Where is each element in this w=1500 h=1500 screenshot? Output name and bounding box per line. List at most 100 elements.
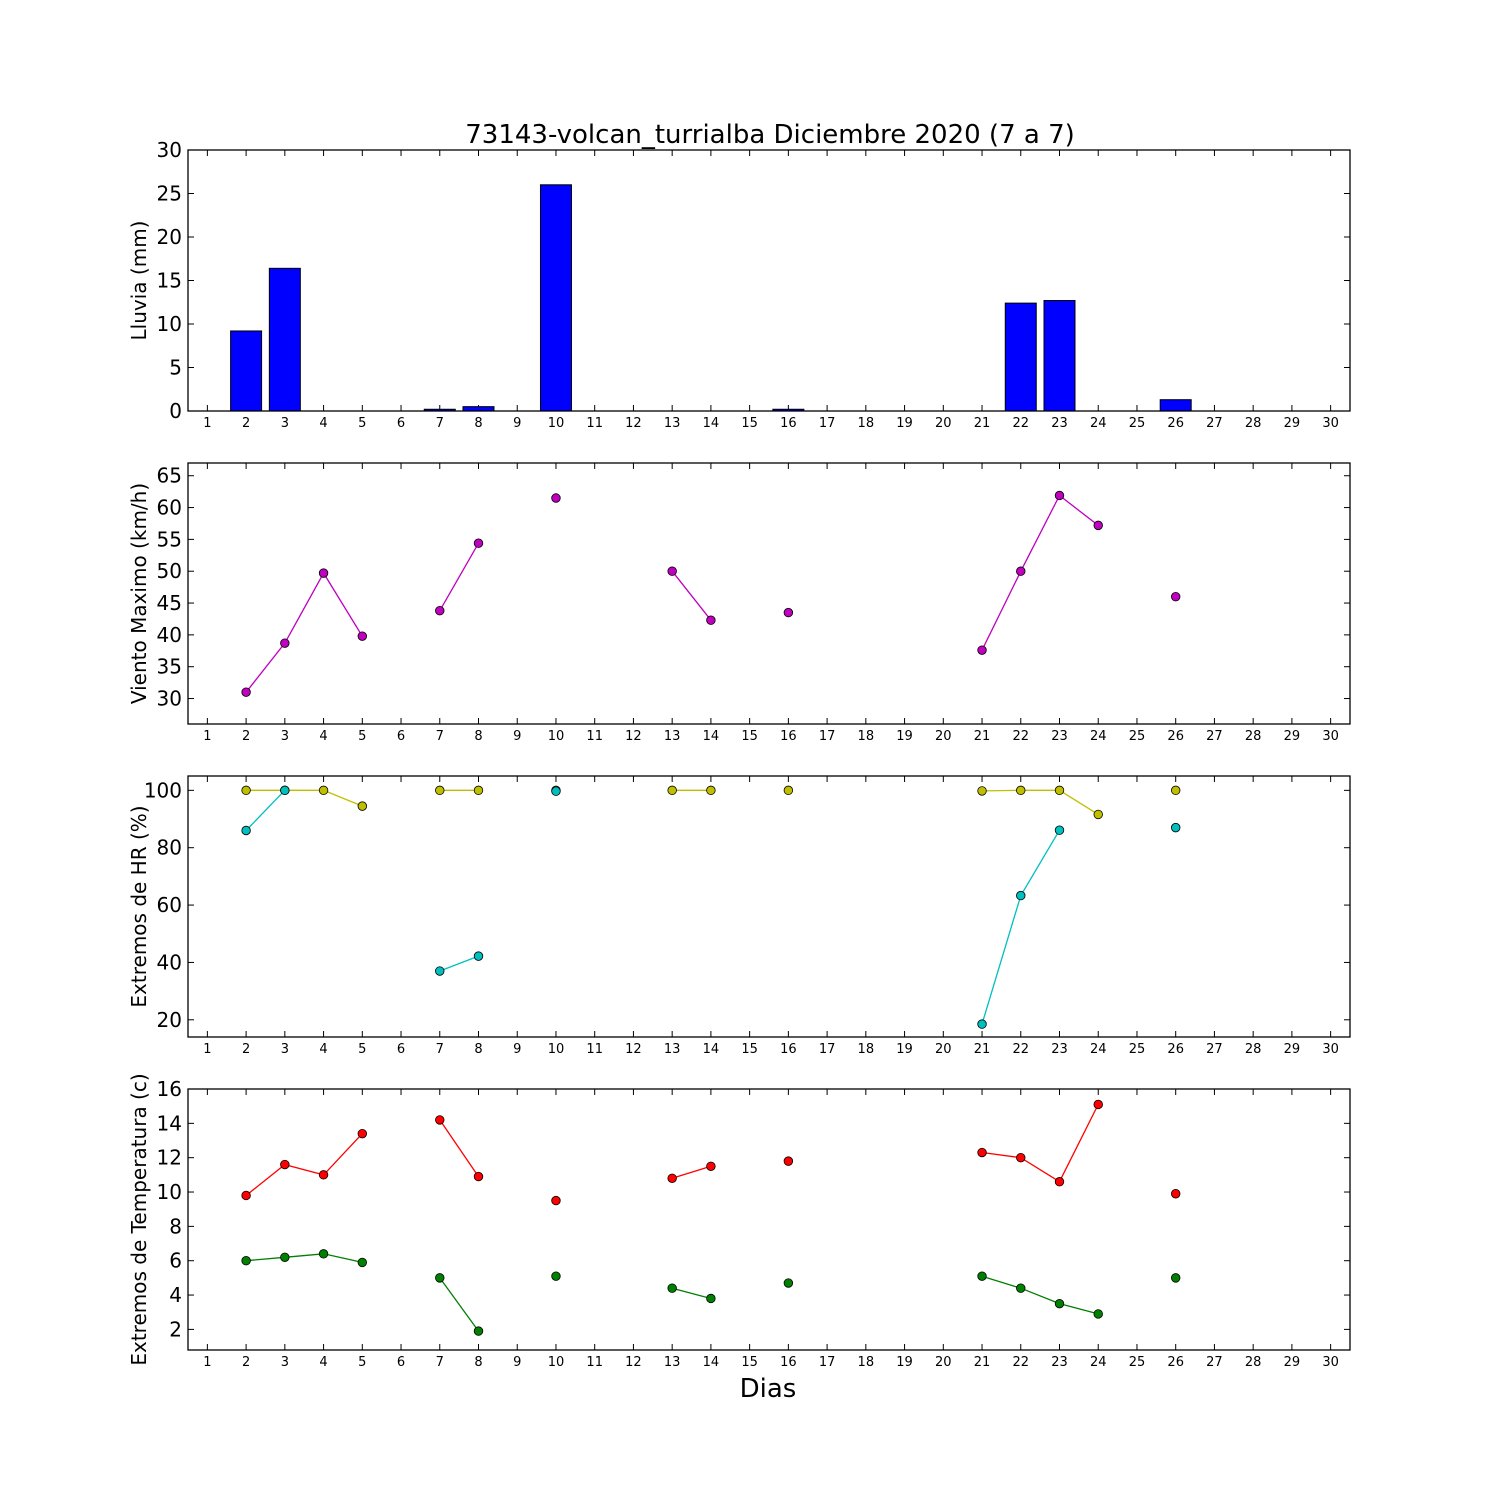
- data-point: [1054, 1298, 1065, 1309]
- y-axis-label: Extremos de HR (%): [127, 805, 151, 1007]
- data-point: [551, 786, 561, 796]
- data-point: [706, 1161, 716, 1171]
- data-point: [1054, 825, 1065, 835]
- x-tick-label: 1: [203, 729, 211, 744]
- x-tick-label: 21: [974, 416, 991, 431]
- x-tick-label: 17: [819, 1042, 836, 1057]
- x-tick-label: 23: [1051, 1355, 1068, 1370]
- x-tick-label: 15: [741, 416, 758, 431]
- x-tick-label: 7: [436, 416, 444, 431]
- data-point: [1170, 591, 1181, 602]
- series-line-1: [246, 496, 1176, 693]
- x-tick-label: 9: [513, 729, 521, 744]
- x-tick-label: 9: [513, 1042, 521, 1057]
- data-point: [783, 1278, 794, 1288]
- x-tick-label: 12: [625, 1355, 642, 1370]
- data-point: [435, 785, 445, 796]
- x-tick-label: 20: [935, 1355, 952, 1370]
- x-tick-label: 29: [1284, 416, 1301, 431]
- x-tick-label: 6: [397, 729, 405, 744]
- data-point: [318, 785, 329, 796]
- data-point: [1016, 785, 1026, 796]
- data-point: [473, 1171, 484, 1182]
- data-point: [1093, 520, 1103, 531]
- x-tick-label: 25: [1129, 1042, 1146, 1057]
- x-tick-label: 5: [358, 1042, 366, 1057]
- data-point: [318, 568, 329, 578]
- chart-title: 73143-volcan_turrialba Diciembre 2020 (7…: [465, 120, 1075, 150]
- x-tick-label: 25: [1129, 729, 1146, 744]
- x-tick-label: 10: [548, 729, 565, 744]
- data-point: [783, 785, 794, 796]
- plot-frame: [187, 462, 1351, 725]
- data-point: [280, 785, 290, 796]
- x-tick-label: 17: [819, 1355, 836, 1370]
- series-line-2: [246, 790, 1176, 1024]
- data-point: [706, 1293, 716, 1304]
- x-tick-label: 19: [896, 1355, 913, 1370]
- data-point: [241, 825, 251, 836]
- x-tick-label: 24: [1090, 1042, 1107, 1057]
- data-point: [977, 1019, 987, 1029]
- x-tick-label: 4: [319, 729, 327, 744]
- x-tick-label: 28: [1245, 729, 1262, 744]
- data-point: [977, 786, 987, 796]
- data-point: [783, 1156, 794, 1166]
- x-tick-label: 11: [586, 729, 603, 744]
- x-tick-label: 8: [474, 1042, 482, 1057]
- data-point: [280, 1252, 290, 1262]
- data-point: [473, 1326, 484, 1336]
- x-tick-label: 30: [1322, 1042, 1339, 1057]
- x-tick-label: 28: [1245, 1355, 1262, 1370]
- x-tick-label: 5: [358, 729, 366, 744]
- x-tick-label: 7: [436, 1355, 444, 1370]
- x-tick-label: 10: [548, 1355, 565, 1370]
- x-tick-label: 24: [1090, 729, 1107, 744]
- x-tick-label: 15: [741, 1355, 758, 1370]
- y-tick-label: 40: [157, 950, 182, 974]
- x-tick-label: 21: [974, 1355, 991, 1370]
- y-tick-label: 14: [157, 1111, 182, 1135]
- x-tick-label: 4: [319, 416, 327, 431]
- x-tick-label: 9: [513, 1355, 521, 1370]
- y-tick-label: 12: [157, 1146, 182, 1170]
- data-point: [473, 785, 484, 796]
- x-tick-label: 18: [858, 729, 875, 744]
- data-point: [1016, 1152, 1026, 1163]
- x-tick-label: 29: [1284, 1355, 1301, 1370]
- x-tick-label: 23: [1051, 1042, 1068, 1057]
- x-tick-label: 19: [896, 1042, 913, 1057]
- data-point: [1170, 1189, 1181, 1199]
- x-tick-label: 9: [513, 416, 521, 431]
- y-tick-label: 80: [157, 836, 182, 860]
- x-tick-label: 21: [974, 729, 991, 744]
- x-tick-label: 11: [586, 1042, 603, 1057]
- x-tick-label: 3: [281, 1042, 289, 1057]
- x-tick-label: 13: [664, 416, 681, 431]
- y-tick-label: 25: [157, 182, 182, 206]
- x-axis-label: Dias: [740, 1374, 797, 1404]
- data-point: [667, 566, 677, 576]
- data-point: [473, 538, 484, 548]
- data-point: [667, 1283, 677, 1293]
- x-tick-label: 5: [358, 416, 366, 431]
- x-tick-label: 23: [1051, 729, 1068, 744]
- y-tick-label: 65: [157, 464, 182, 488]
- x-tick-label: 17: [819, 416, 836, 431]
- y-tick-label: 45: [157, 591, 182, 615]
- x-tick-label: 27: [1206, 1355, 1223, 1370]
- y-tick-label: 20: [157, 225, 182, 249]
- x-tick-label: 12: [625, 416, 642, 431]
- x-tick-label: 8: [474, 416, 482, 431]
- data-point: [1170, 785, 1181, 796]
- x-tick-label: 4: [319, 1355, 327, 1370]
- y-tick-label: 50: [157, 559, 182, 583]
- data-point: [551, 1195, 561, 1206]
- y-tick-label: 30: [157, 687, 182, 711]
- x-tick-label: 20: [935, 1042, 952, 1057]
- data-point: [1093, 1309, 1103, 1319]
- x-tick-label: 3: [281, 1355, 289, 1370]
- data-point: [435, 1273, 445, 1283]
